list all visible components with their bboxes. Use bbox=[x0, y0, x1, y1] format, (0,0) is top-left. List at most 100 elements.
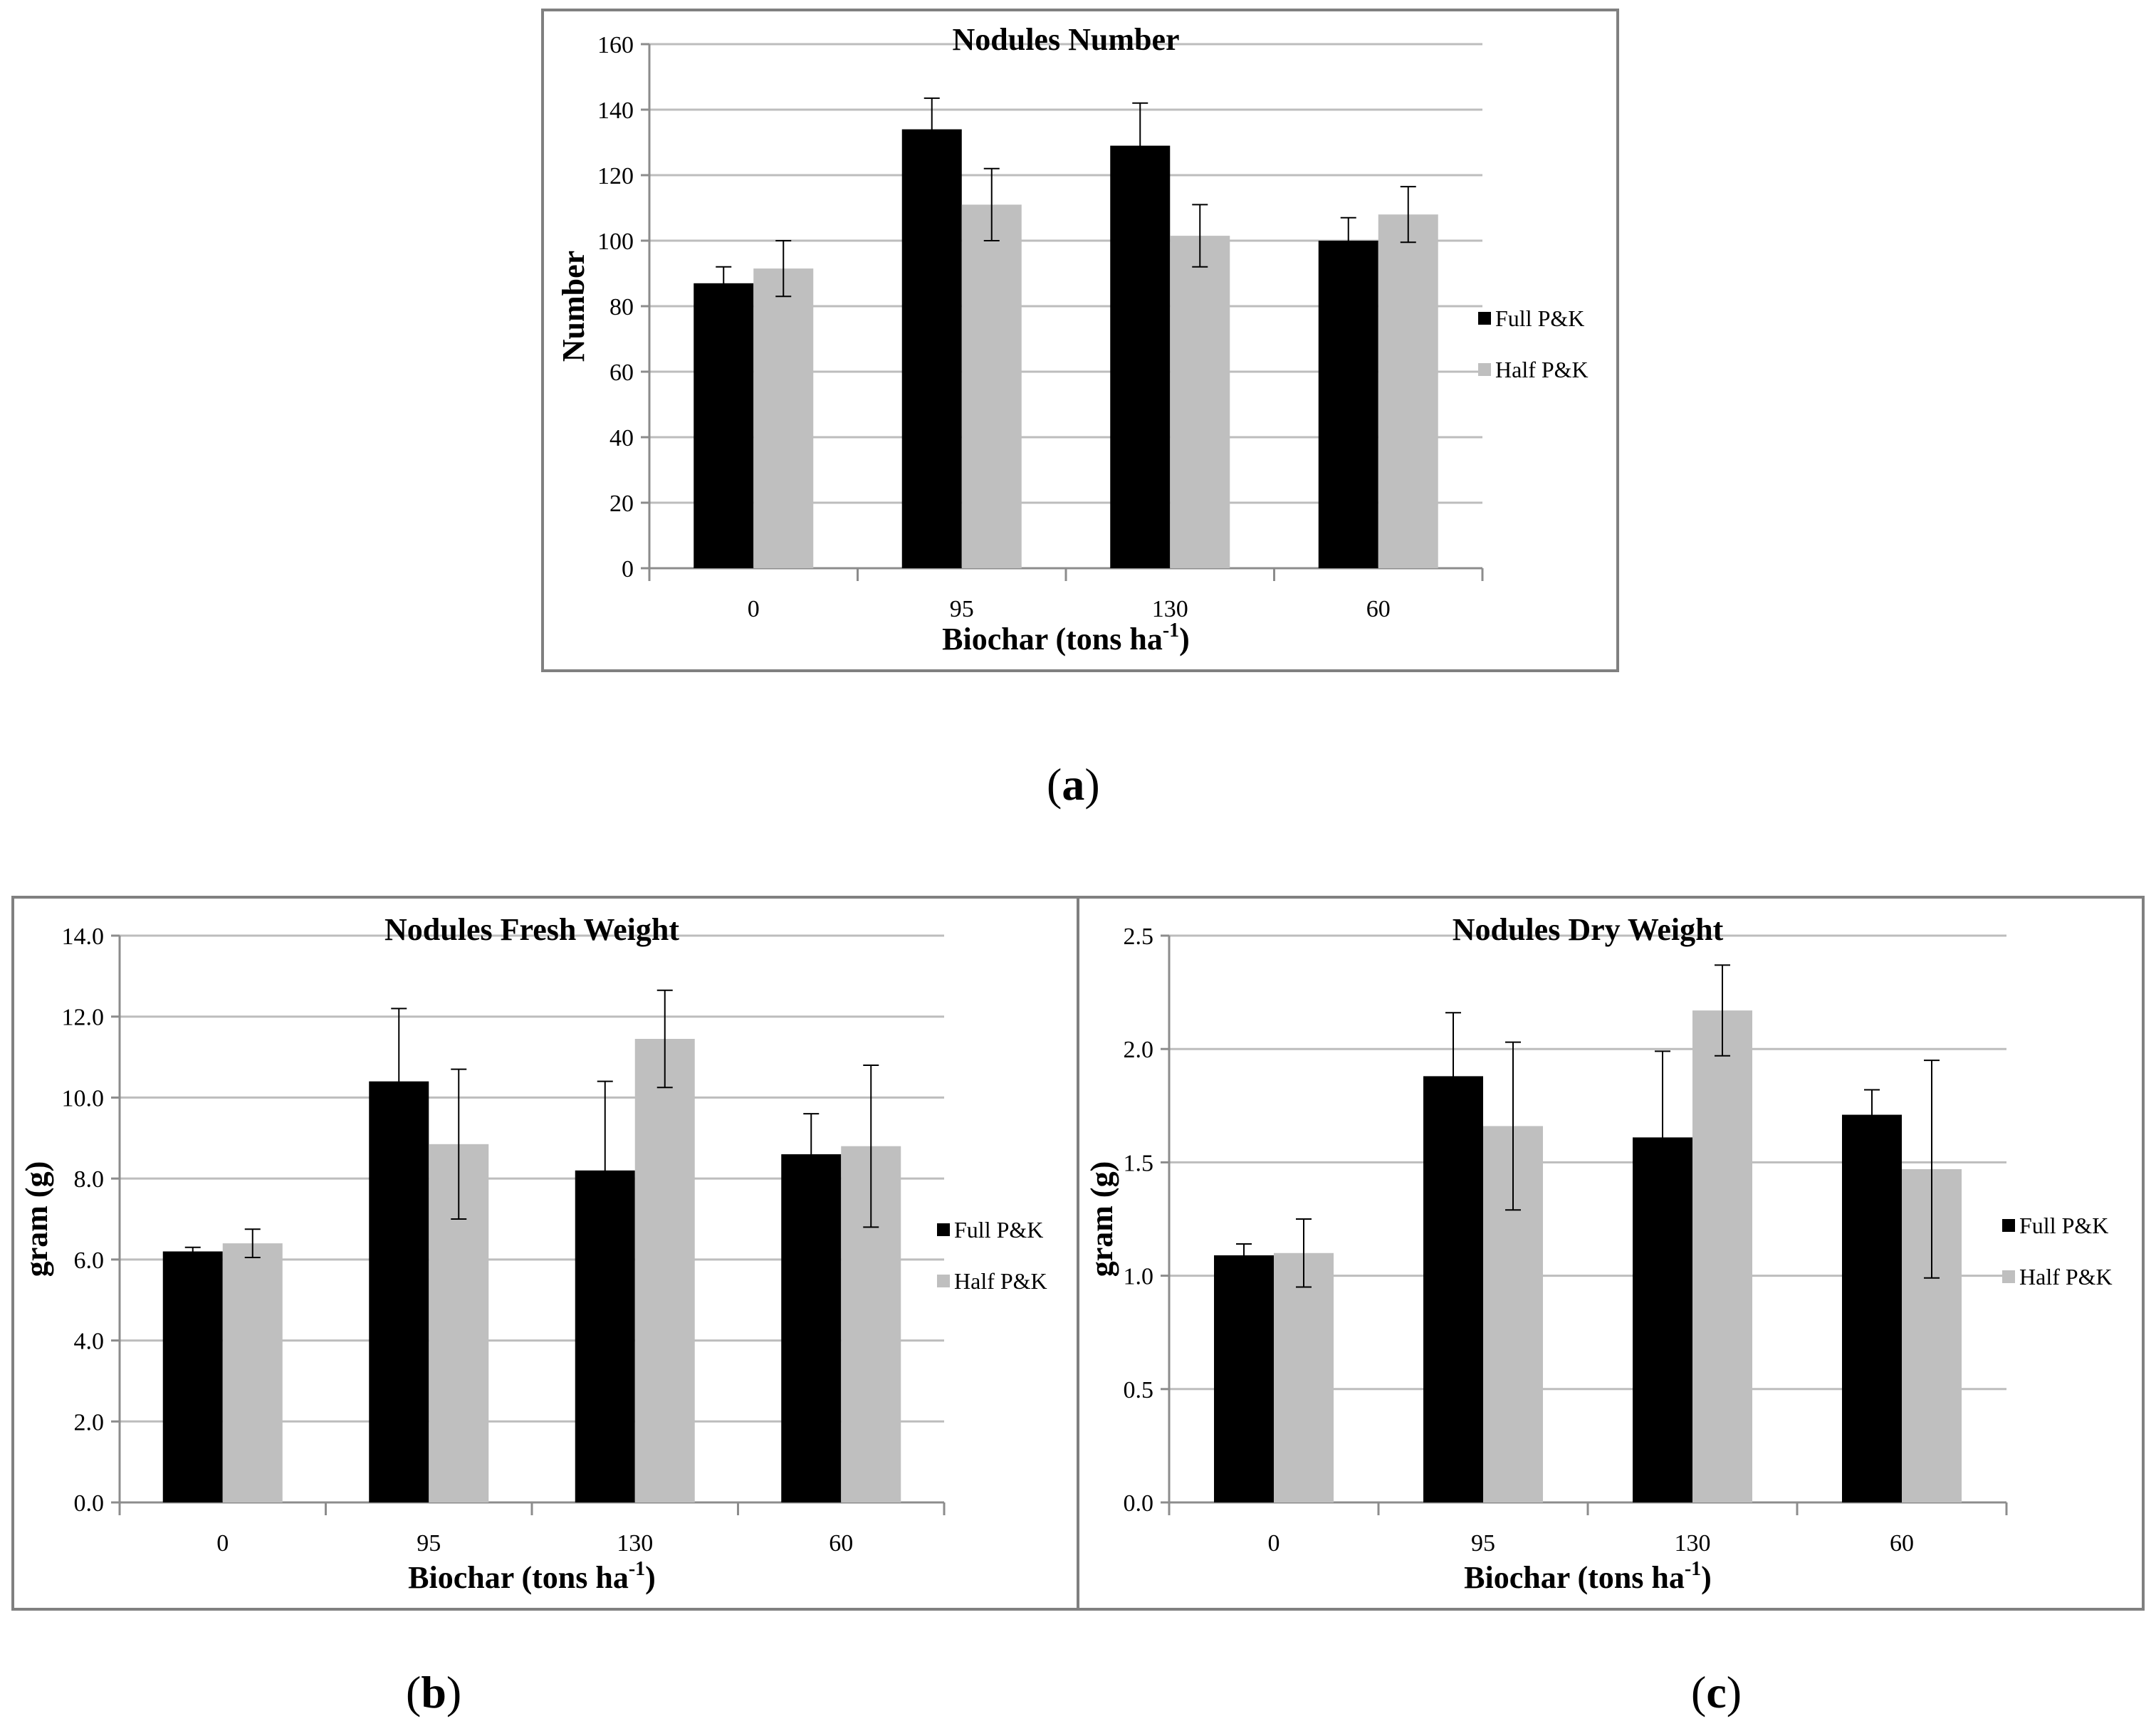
bar-full-95 bbox=[901, 129, 962, 569]
nodules-dry-weight-chart: 0.0 0.5 1.0 1.5 2.0 2.5 0 95 130 60 Nodules Dry We… bbox=[1077, 896, 2145, 1611]
bar-half-95 bbox=[961, 204, 1022, 568]
x-tick-label: 130 bbox=[617, 1530, 653, 1557]
bar-full-0 bbox=[694, 283, 754, 568]
x-axis-label: Biochar (tons ha-1) bbox=[408, 1558, 656, 1595]
x-tick-label: 60 bbox=[829, 1530, 853, 1557]
x-tick-label: 130 bbox=[1675, 1530, 1711, 1557]
y-tick-label: 0.5 bbox=[1124, 1377, 1154, 1403]
legend: Full P&K Half P&K bbox=[2002, 1213, 2113, 1290]
y-tick-label: 100 bbox=[597, 229, 634, 255]
error-bar-full-0 bbox=[716, 266, 732, 300]
y-tick-label: 0.0 bbox=[1124, 1490, 1154, 1517]
error-bar-half-0 bbox=[775, 240, 792, 298]
legend-label-half: Half P&K bbox=[2019, 1264, 2113, 1290]
error-bar-full-0 bbox=[184, 1246, 201, 1257]
bar-half-0 bbox=[1274, 1253, 1334, 1502]
nodules-number-chart: 0 20 40 60 80 100 120 140 160 0 95 130 60 Nodules Num… bbox=[541, 9, 1619, 672]
y-tick-label: 12.0 bbox=[62, 1005, 105, 1031]
x-axis-label: Biochar (tons ha-1) bbox=[942, 619, 1190, 657]
x-tick-label: 95 bbox=[950, 596, 974, 622]
legend-swatch-half bbox=[1478, 363, 1491, 376]
error-bar-half-60 bbox=[1924, 1060, 1940, 1279]
y-tick-label: 2.0 bbox=[74, 1409, 105, 1435]
error-bar-full-60 bbox=[1864, 1089, 1880, 1141]
error-bar-half-130 bbox=[656, 989, 673, 1089]
legend: Full P&K Half P&K bbox=[937, 1217, 1047, 1294]
chart-title: Nodules Number bbox=[952, 22, 1179, 57]
error-bar-half-0 bbox=[244, 1228, 261, 1259]
y-tick-label: 0.0 bbox=[74, 1490, 105, 1517]
nodules-fresh-weight-chart: 0.0 2.0 4.0 6.0 8.0 10.0 12.0 14.0 0 95 130 60 Nodul… bbox=[11, 896, 1079, 1611]
y-tick-label: 1.5 bbox=[1124, 1150, 1154, 1176]
error-bar-half-95 bbox=[451, 1068, 467, 1220]
y-tick-label: 4.0 bbox=[74, 1329, 105, 1355]
legend-swatch-half bbox=[2002, 1270, 2015, 1283]
y-tick-label: 14.0 bbox=[62, 924, 105, 950]
x-tick-label: 60 bbox=[1890, 1530, 1914, 1557]
y-tick-label: 20 bbox=[609, 491, 634, 517]
legend-swatch-half bbox=[937, 1275, 950, 1287]
bar-half-60 bbox=[1378, 214, 1438, 568]
chart-title: Nodules Fresh Weight bbox=[384, 912, 679, 947]
error-bar-full-60 bbox=[803, 1113, 820, 1196]
y-tick-label: 2.0 bbox=[1124, 1037, 1154, 1063]
y-axis-label: gram (g) bbox=[1084, 1161, 1119, 1277]
error-bar-full-95 bbox=[923, 97, 940, 162]
legend-label-full: Full P&K bbox=[1495, 305, 1584, 331]
bar-half-130 bbox=[1692, 1010, 1752, 1502]
panel-label-b: (b) bbox=[406, 1667, 462, 1717]
bar-full-0 bbox=[1214, 1255, 1274, 1502]
bar-half-130 bbox=[1170, 236, 1230, 568]
bar-full-60 bbox=[1318, 241, 1378, 568]
y-axis-label: Number bbox=[556, 251, 591, 362]
error-bar-half-95 bbox=[1505, 1041, 1521, 1211]
error-bar-half-130 bbox=[1715, 964, 1730, 1057]
bar-full-60 bbox=[1842, 1114, 1902, 1502]
bar-full-130 bbox=[1110, 145, 1171, 569]
legend: Full P&K Half P&K bbox=[1478, 305, 1589, 382]
bar-half-0 bbox=[753, 268, 814, 568]
x-tick-label: 0 bbox=[216, 1530, 229, 1557]
x-tick-label: 130 bbox=[1152, 596, 1188, 622]
y-tick-label: 40 bbox=[609, 425, 634, 451]
y-tick-label: 60 bbox=[609, 360, 634, 386]
legend-swatch-full bbox=[937, 1223, 950, 1236]
panel-label-c: (c) bbox=[1691, 1667, 1742, 1717]
error-bar-full-130 bbox=[1132, 102, 1148, 189]
legend-label-half: Half P&K bbox=[954, 1268, 1047, 1294]
y-tick-label: 160 bbox=[597, 32, 634, 58]
y-axis-label: gram (g) bbox=[19, 1161, 54, 1277]
chart-panel-b: 0.0 2.0 4.0 6.0 8.0 10.0 12.0 14.0 0 95 130 60 Nodul… bbox=[11, 896, 1079, 1611]
error-bar-half-95 bbox=[983, 167, 1000, 241]
error-bar-half-60 bbox=[863, 1064, 879, 1228]
legend-label-half: Half P&K bbox=[1495, 357, 1589, 382]
y-tick-label: 8.0 bbox=[74, 1166, 105, 1193]
error-bar-full-130 bbox=[1655, 1050, 1670, 1225]
bar-full-60 bbox=[781, 1154, 842, 1502]
error-bar-full-95 bbox=[1445, 1012, 1461, 1141]
error-bar-half-60 bbox=[1400, 186, 1416, 244]
y-tick-label: 80 bbox=[609, 294, 634, 320]
error-bar-full-95 bbox=[391, 1008, 407, 1156]
y-tick-label: 6.0 bbox=[74, 1248, 105, 1274]
error-bar-half-130 bbox=[1192, 204, 1208, 268]
legend-label-full: Full P&K bbox=[2019, 1213, 2108, 1238]
error-bar-half-0 bbox=[1296, 1218, 1312, 1288]
error-bar-full-0 bbox=[1236, 1243, 1252, 1267]
x-tick-label: 60 bbox=[1366, 596, 1391, 622]
bar-full-95 bbox=[1423, 1076, 1483, 1502]
x-tick-label: 95 bbox=[417, 1530, 441, 1557]
x-tick-label: 0 bbox=[1268, 1530, 1280, 1557]
panel-label-a: (a) bbox=[1047, 759, 1100, 810]
bar-half-130 bbox=[634, 1038, 695, 1502]
y-tick-label: 0 bbox=[622, 556, 634, 582]
legend-label-full: Full P&K bbox=[954, 1217, 1043, 1243]
chart-panel-a: 0 20 40 60 80 100 120 140 160 0 95 130 60 Nodules Num… bbox=[541, 9, 1619, 672]
x-tick-label: 95 bbox=[1471, 1530, 1495, 1557]
y-tick-label: 1.0 bbox=[1124, 1264, 1154, 1290]
y-tick-label: 140 bbox=[597, 98, 634, 124]
y-tick-label: 120 bbox=[597, 163, 634, 189]
x-axis-label: Biochar (tons ha-1) bbox=[1464, 1558, 1712, 1595]
bar-full-0 bbox=[162, 1251, 223, 1502]
y-tick-label: 10.0 bbox=[62, 1085, 105, 1112]
